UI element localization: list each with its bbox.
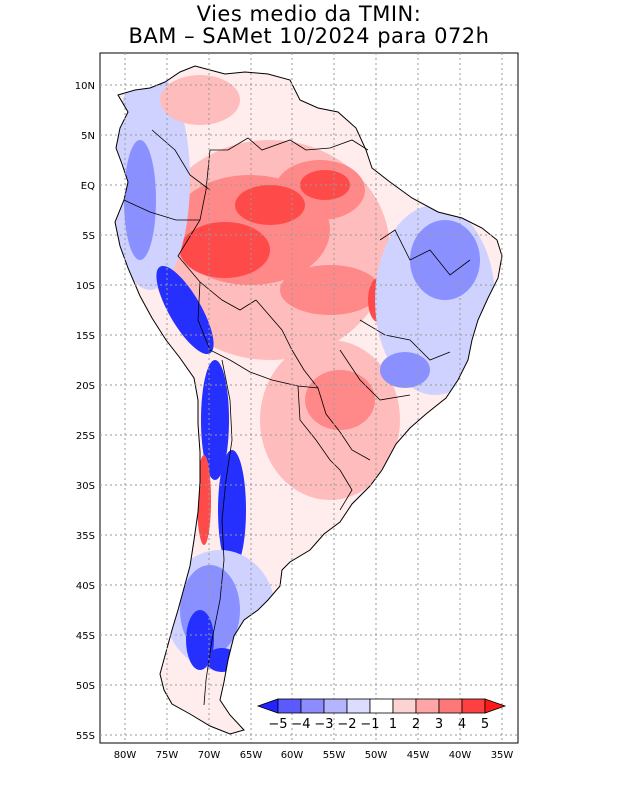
warm-bias-core bbox=[235, 185, 305, 225]
colorbar-label: −1 bbox=[360, 717, 379, 732]
border-line bbox=[123, 199, 200, 221]
colorbar-label: 1 bbox=[389, 717, 397, 732]
colorbar-box bbox=[323, 698, 348, 714]
lat-label: 10N bbox=[75, 81, 95, 92]
border-line bbox=[297, 385, 341, 471]
warm-bias-region bbox=[160, 75, 240, 125]
lat-label: 55S bbox=[76, 731, 95, 742]
lon-label: 35W bbox=[491, 750, 514, 761]
lat-label: 20S bbox=[76, 381, 95, 392]
cool-bias-region bbox=[380, 352, 430, 388]
border-line bbox=[177, 149, 257, 311]
lat-label: 15S bbox=[76, 331, 95, 342]
warm-bias-core bbox=[180, 222, 270, 278]
border-line bbox=[197, 281, 231, 361]
cool-bias-region bbox=[124, 140, 156, 260]
lat-label: 5S bbox=[82, 231, 95, 242]
lon-label: 80W bbox=[114, 750, 137, 761]
border-line bbox=[359, 319, 451, 361]
lon-label: 60W bbox=[281, 750, 304, 761]
lon-label: 70W bbox=[198, 750, 221, 761]
colorbar-box bbox=[369, 698, 394, 714]
colorbar-label: −2 bbox=[337, 717, 356, 732]
cool-bias-core bbox=[218, 450, 246, 570]
lat-label: EQ bbox=[81, 181, 95, 192]
border-line bbox=[317, 387, 371, 461]
map-title-line-1: Vies medio da TMIN: bbox=[196, 2, 422, 26]
colorbar-label: −5 bbox=[268, 717, 287, 732]
lat-label: 30S bbox=[76, 481, 95, 492]
cool-bias-region bbox=[410, 220, 480, 300]
longitude-labels: 80W 75W 70W 65W 60W 55W 50W 45W 40W 35W bbox=[114, 750, 514, 761]
lat-label: 5N bbox=[81, 131, 95, 142]
colorbar: −5 −4 −3 −2 −1 1 2 3 4 5 bbox=[256, 698, 507, 732]
lat-label: 10S bbox=[76, 281, 95, 292]
cool-bias-core bbox=[201, 360, 229, 480]
lon-label: 50W bbox=[365, 750, 388, 761]
grid bbox=[100, 53, 518, 743]
lat-label: 35S bbox=[76, 531, 95, 542]
colorbar-box bbox=[415, 698, 440, 714]
colorbar-box bbox=[346, 698, 371, 714]
colorbar-box bbox=[277, 698, 302, 714]
border-line bbox=[151, 129, 211, 191]
colorbar-label: −3 bbox=[314, 717, 333, 732]
border-line bbox=[339, 349, 411, 401]
colorbar-label: −4 bbox=[291, 717, 310, 732]
lat-label: 25S bbox=[76, 431, 95, 442]
warm-bias-region bbox=[280, 265, 380, 315]
border-line bbox=[339, 469, 353, 511]
colorbar-box bbox=[300, 698, 325, 714]
cool-bias-core bbox=[186, 610, 214, 670]
lon-label: 75W bbox=[156, 750, 179, 761]
lon-label: 55W bbox=[323, 750, 346, 761]
lon-label: 65W bbox=[240, 750, 263, 761]
border-line bbox=[210, 137, 369, 151]
colorbar-arrow-high bbox=[484, 698, 507, 714]
colorbar-box bbox=[438, 698, 463, 714]
lon-label: 45W bbox=[407, 750, 430, 761]
border-line bbox=[379, 229, 471, 276]
cool-bias-core bbox=[156, 265, 214, 355]
colorbar-box bbox=[461, 698, 486, 714]
warm-bias-region bbox=[305, 370, 375, 430]
colorbar-label: 3 bbox=[435, 717, 443, 732]
coastline bbox=[114, 65, 503, 735]
latitude-labels: 10N 5N EQ 5S 10S 15S 20S 25S 30S 35S 40S… bbox=[75, 81, 95, 742]
lon-label: 40W bbox=[449, 750, 472, 761]
lat-label: 50S bbox=[76, 681, 95, 692]
lat-label: 45S bbox=[76, 631, 95, 642]
lat-label: 40S bbox=[76, 581, 95, 592]
colorbar-box bbox=[392, 698, 417, 714]
border-line bbox=[229, 359, 319, 389]
colorbar-label: 4 bbox=[458, 717, 466, 732]
colorbar-label: 2 bbox=[412, 717, 420, 732]
map-title-line-2: BAM – SAMet 10/2024 para 072h bbox=[128, 24, 490, 48]
colorbar-label: 5 bbox=[481, 717, 489, 732]
